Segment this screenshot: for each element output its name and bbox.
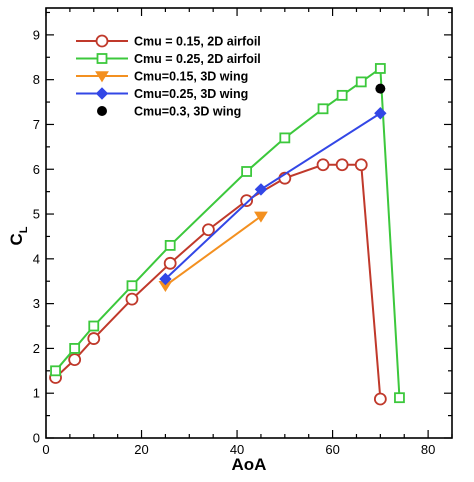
- data-point: [374, 63, 386, 74]
- data-point: [50, 365, 61, 377]
- x-tick-label: 40: [230, 442, 244, 457]
- legend-entry-1: Cmu = 0.15, 2D airfoil: [76, 35, 261, 49]
- legend-entry-4: Cmu=0.25, 3D wing: [76, 87, 248, 101]
- y-tick-label: 3: [33, 296, 40, 311]
- data-point: [254, 183, 268, 196]
- data-point: [163, 256, 177, 270]
- y-tick-label: 4: [33, 251, 40, 266]
- data-point: [375, 83, 386, 94]
- data-point: [279, 132, 291, 144]
- x-tick-label: 60: [325, 442, 339, 457]
- y-axis-title-sub: L: [18, 226, 30, 233]
- legend-marker: [96, 53, 108, 64]
- plot-frame: [45, 7, 453, 439]
- y-tick-label: 8: [33, 72, 40, 87]
- data-point: [68, 353, 82, 367]
- data-point: [241, 166, 253, 177]
- y-axis-title-main: C: [7, 233, 26, 245]
- legend-marker: [97, 106, 107, 116]
- x-tick-label: 20: [134, 442, 148, 457]
- series-4: [159, 107, 387, 286]
- legend-label: Cmu = 0.25, 2D airfoil: [134, 52, 261, 66]
- y-tick-label: 5: [33, 207, 40, 222]
- series-2: [50, 63, 405, 404]
- legend-marker: [95, 71, 109, 83]
- data-point: [336, 89, 348, 101]
- data-point: [316, 158, 330, 172]
- data-point: [373, 392, 387, 406]
- y-tick-label: 7: [33, 117, 40, 132]
- series-line: [164, 215, 262, 287]
- svg-text:CL: CL: [7, 226, 30, 245]
- y-axis-title: CL: [7, 226, 30, 245]
- y-tick-label: 9: [33, 27, 40, 42]
- legend-entry-3: Cmu=0.15, 3D wing: [76, 70, 248, 84]
- series-line: [164, 112, 381, 280]
- legend-marker: [95, 87, 109, 100]
- data-point: [394, 392, 405, 404]
- y-tick-label: 6: [33, 162, 40, 177]
- series-5: [375, 83, 386, 94]
- data-point: [354, 158, 368, 172]
- legend: Cmu = 0.15, 2D airfoil Cmu = 0.25, 2D air…: [76, 35, 261, 119]
- x-tick-label: 0: [42, 442, 49, 457]
- y-tick-label: 0: [33, 431, 40, 446]
- series-3: [158, 211, 268, 293]
- legend-entry-5: Cmu=0.3, 3D wing: [97, 105, 241, 119]
- data-point: [87, 332, 101, 345]
- data-point: [374, 107, 387, 120]
- data-point: [254, 211, 268, 223]
- data-point: [355, 76, 367, 88]
- data-point: [201, 223, 215, 237]
- y-tick-label: 1: [33, 386, 40, 401]
- data-point: [69, 343, 81, 354]
- y-tick-label: 2: [33, 341, 40, 356]
- legend-label: Cmu = 0.15, 2D airfoil: [134, 35, 261, 49]
- x-tick-label: 80: [421, 442, 435, 457]
- data-point: [126, 280, 138, 292]
- legend-label: Cmu=0.3, 3D wing: [134, 105, 241, 119]
- series-1: [49, 158, 387, 406]
- legend-entry-2: Cmu = 0.25, 2D airfoil: [76, 52, 261, 66]
- data-point: [317, 103, 329, 115]
- data-point: [159, 272, 172, 286]
- data-point: [335, 158, 349, 172]
- plot-area: 0 20 40 60 80 0 1 2 3 4 5 6 7 8 9: [33, 7, 453, 457]
- legend-label: Cmu=0.15, 3D wing: [134, 70, 248, 84]
- legend-marker: [95, 34, 109, 48]
- x-axis-title: AoA: [232, 455, 267, 474]
- data-point: [240, 194, 254, 208]
- data-point: [125, 292, 139, 306]
- data-point: [164, 239, 176, 251]
- legend-label: Cmu=0.25, 3D wing: [134, 87, 248, 101]
- data-point: [88, 320, 100, 332]
